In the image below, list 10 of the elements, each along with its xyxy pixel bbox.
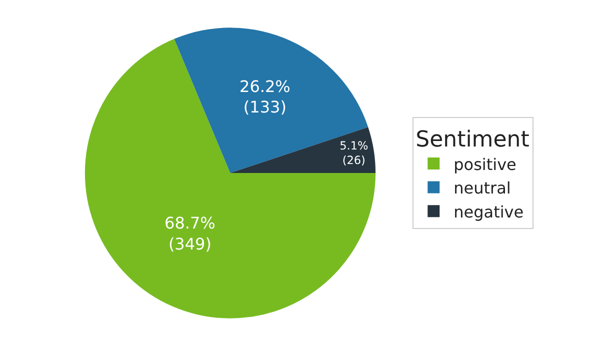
legend-label: negative (454, 202, 524, 222)
legend-label: positive (454, 154, 516, 174)
data-label: 26.2% (133) (240, 76, 290, 117)
legend-label: neutral (454, 178, 511, 198)
pie-slice (174, 28, 368, 173)
legend-title: Sentiment (416, 128, 530, 153)
pie-slice (84, 38, 376, 318)
data-label: 68.7% (349) (164, 214, 216, 254)
pie-slice (230, 127, 376, 173)
data-label: 5.1% (26) (340, 139, 368, 168)
